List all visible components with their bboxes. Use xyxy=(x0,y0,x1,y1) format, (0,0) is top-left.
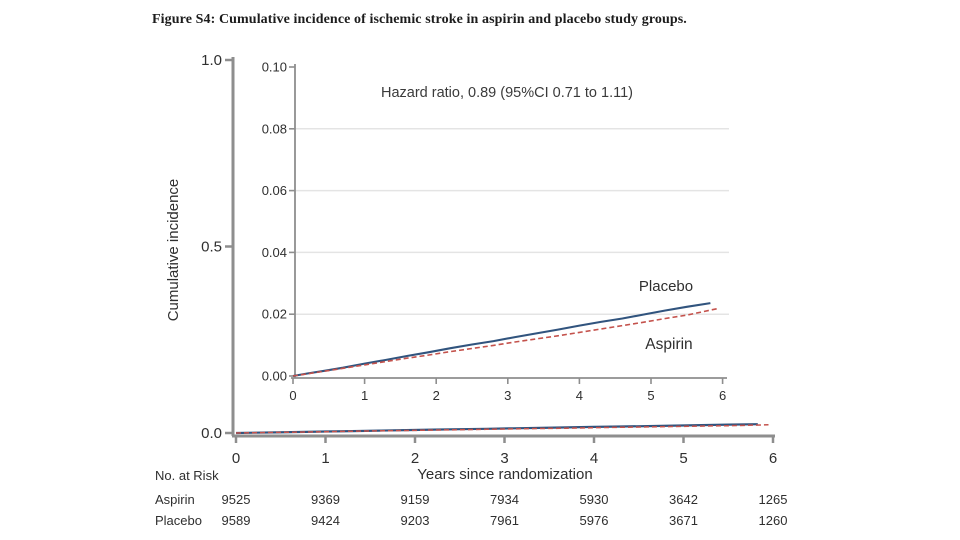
x-axis-label: Years since randomization xyxy=(417,466,592,483)
series-label-aspirin: Aspirin xyxy=(645,336,692,353)
outer-y-tick-label: 0.5 xyxy=(201,239,222,256)
inset-y-tick-label: 0.04 xyxy=(262,245,287,260)
risk-value: 9424 xyxy=(311,513,340,528)
outer-curve-aspirin xyxy=(235,424,769,434)
outer-x-tick-label: 2 xyxy=(411,450,419,467)
hazard-ratio-annotation: Hazard ratio, 0.89 (95%CI 0.71 to 1.11) xyxy=(381,85,633,101)
series-label-placebo: Placebo xyxy=(639,278,693,295)
risk-value: 9525 xyxy=(222,492,251,507)
outer-x-tick-label: 5 xyxy=(679,450,687,467)
inset-y-tick-label: 0.02 xyxy=(262,307,287,322)
risk-value: 3671 xyxy=(669,513,698,528)
outer-x-tick-label: 0 xyxy=(232,450,240,467)
outer-y-tick-label: 0.0 xyxy=(201,425,222,442)
risk-value: 9369 xyxy=(311,492,340,507)
risk-value: 1260 xyxy=(759,513,788,528)
y-axis-label: Cumulative incidence xyxy=(165,179,182,322)
risk-row-name-aspirin: Aspirin xyxy=(155,492,195,507)
risk-value: 9589 xyxy=(222,513,251,528)
outer-x-tick-label: 4 xyxy=(590,450,598,467)
inset-x-tick-label: 0 xyxy=(289,388,296,403)
inset-curve-aspirin xyxy=(292,307,720,377)
risk-value: 9159 xyxy=(401,492,430,507)
inset-x-tick-label: 1 xyxy=(361,388,368,403)
risk-value: 1265 xyxy=(759,492,788,507)
inset-x-tick-label: 6 xyxy=(719,388,726,403)
risk-value: 9203 xyxy=(401,513,430,528)
inset-y-tick-label: 0.00 xyxy=(262,369,287,384)
inset-curve-placebo xyxy=(292,302,711,378)
outer-x-tick-label: 3 xyxy=(500,450,508,467)
risk-value: 3642 xyxy=(669,492,698,507)
risk-row-name-placebo: Placebo xyxy=(155,513,202,528)
inset-x-tick-label: 3 xyxy=(504,388,511,403)
outer-y-tick-label: 1.0 xyxy=(201,52,222,69)
inset-x-tick-label: 2 xyxy=(433,388,440,403)
risk-value: 7934 xyxy=(490,492,519,507)
risk-value: 7961 xyxy=(490,513,519,528)
inset-y-tick-label: 0.08 xyxy=(262,121,287,136)
inset-y-tick-label: 0.06 xyxy=(262,183,287,198)
outer-x-tick-label: 6 xyxy=(769,450,777,467)
inset-y-tick-label: 0.10 xyxy=(262,60,287,75)
outer-x-tick-label: 1 xyxy=(321,450,329,467)
figure-title: Figure S4: Cumulative incidence of ische… xyxy=(152,12,687,27)
risk-table-heading: No. at Risk xyxy=(155,468,219,483)
inset-x-tick-label: 4 xyxy=(576,388,583,403)
risk-value: 5976 xyxy=(580,513,609,528)
inset-x-tick-label: 5 xyxy=(647,388,654,403)
risk-value: 5930 xyxy=(580,492,609,507)
